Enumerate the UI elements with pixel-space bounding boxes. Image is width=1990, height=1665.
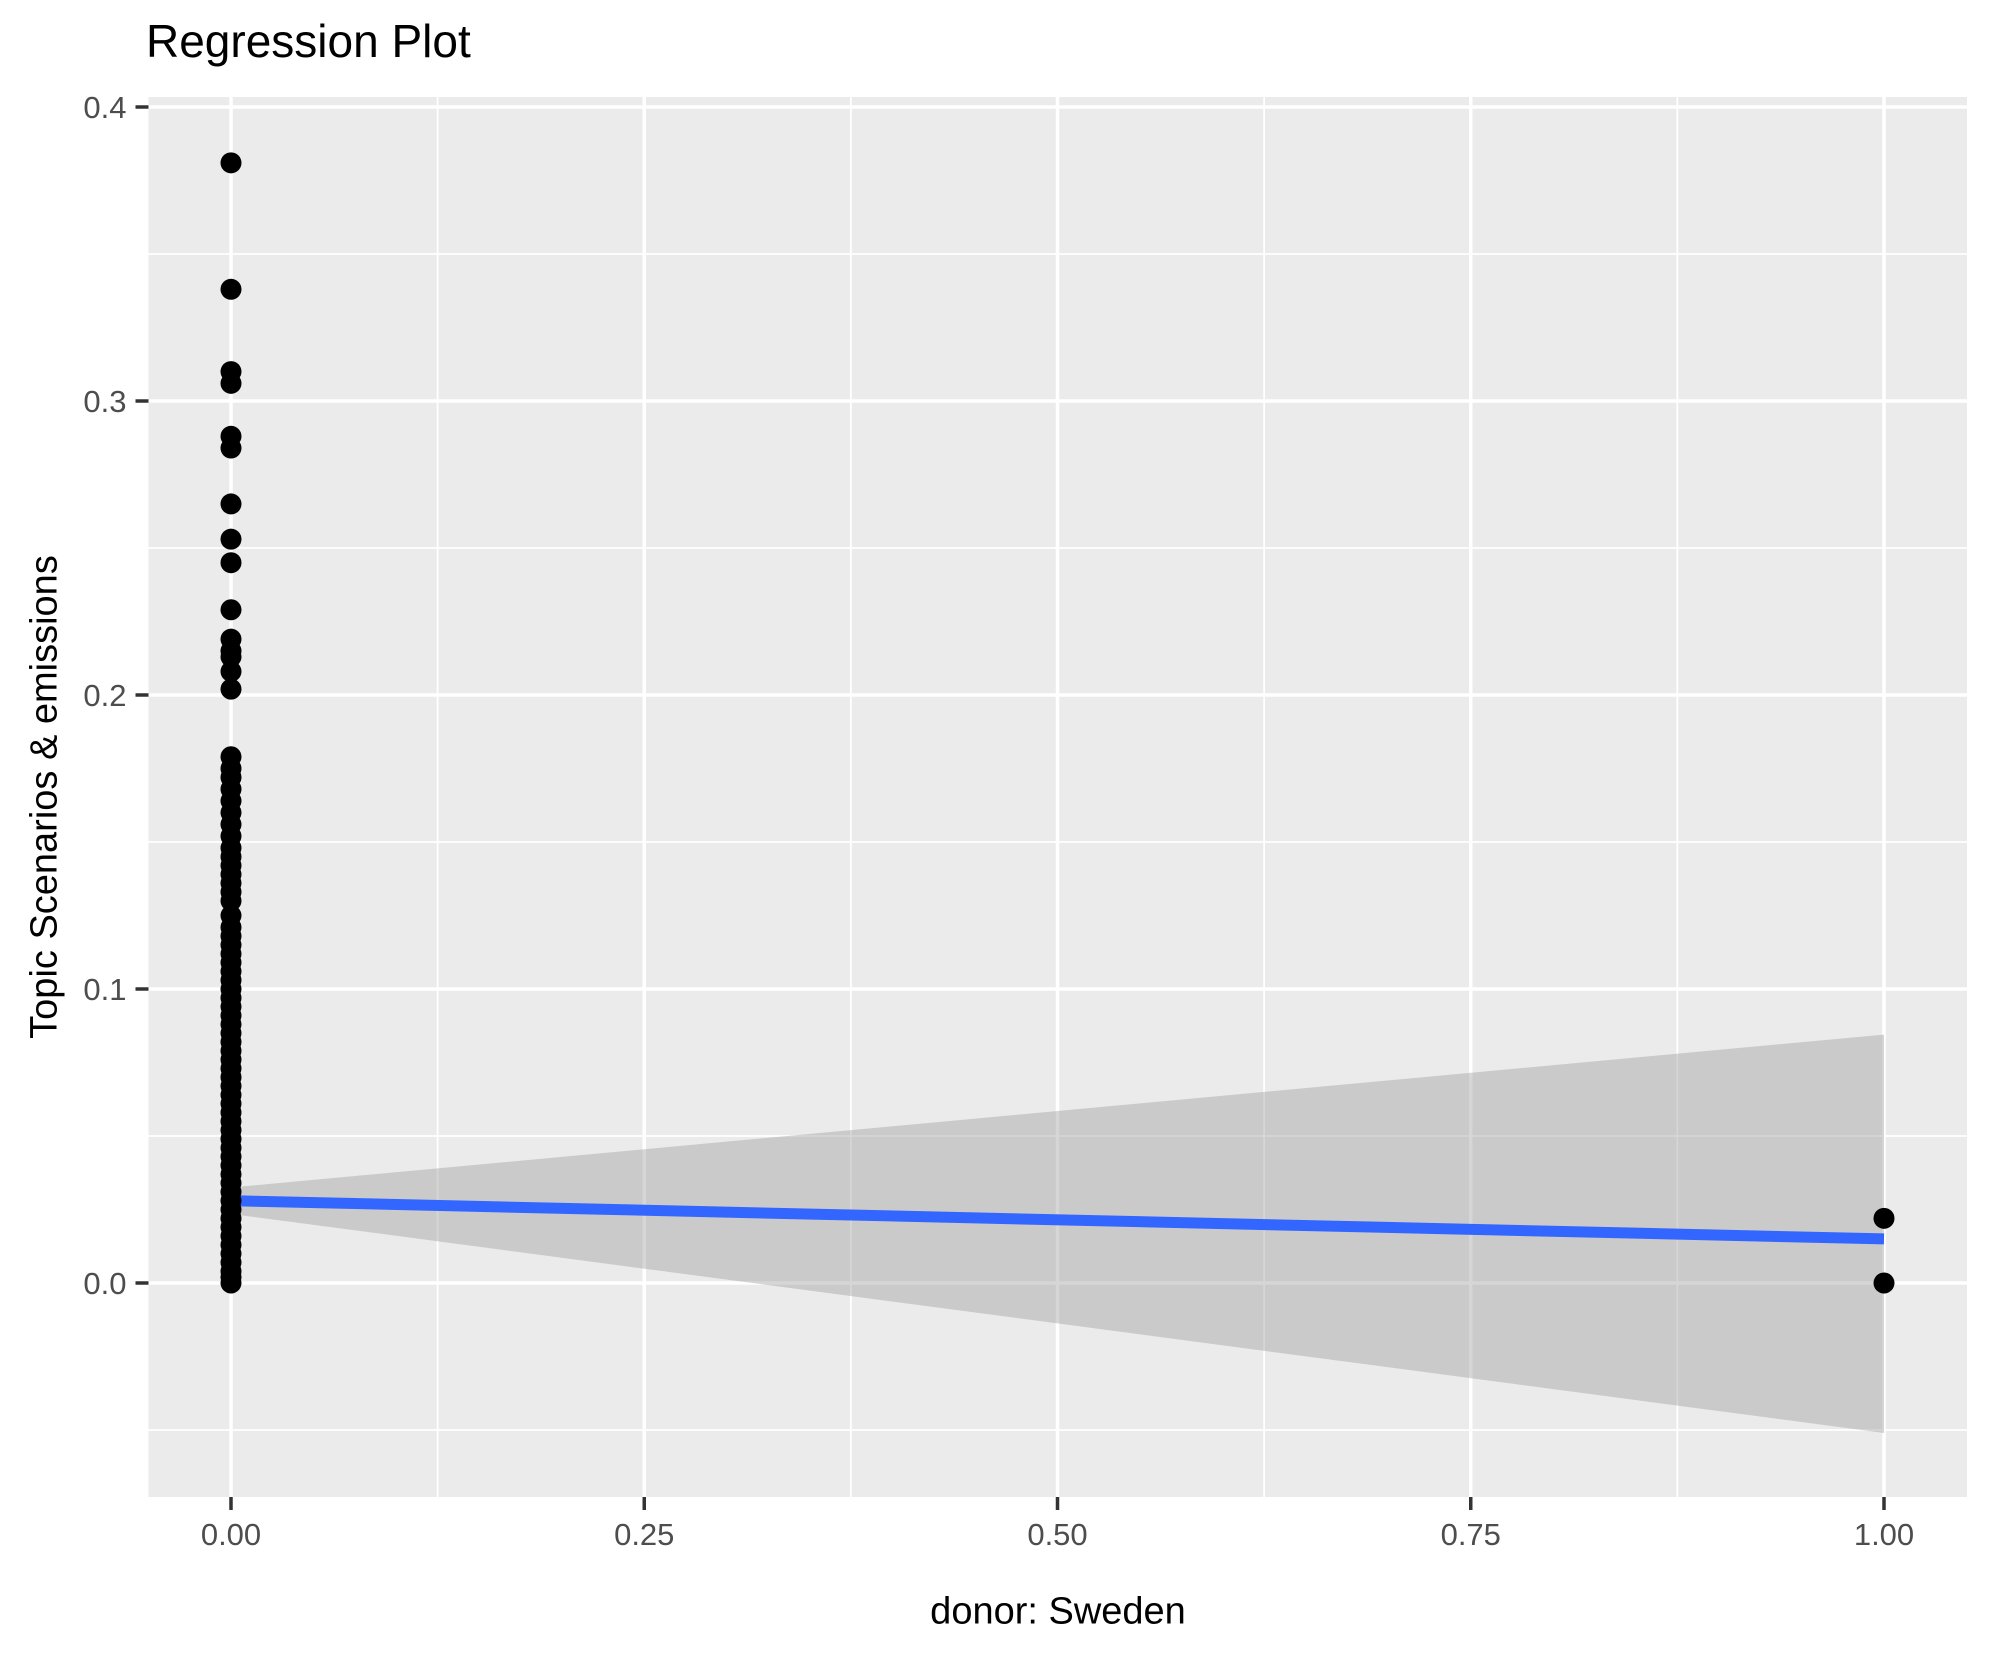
data-point <box>1873 1207 1895 1229</box>
confidence-band <box>231 1034 1884 1433</box>
chart-title: Regression Plot <box>146 15 471 67</box>
y-tick-label: 0.1 <box>83 972 126 1007</box>
x-tick-label: 0.25 <box>614 1517 674 1552</box>
data-point <box>220 528 242 550</box>
x-tick-label: 1.00 <box>1854 1517 1914 1552</box>
data-point <box>220 678 242 700</box>
y-tick-label: 0.0 <box>83 1266 126 1301</box>
data-point <box>220 437 242 459</box>
data-point <box>220 278 242 300</box>
data-point <box>220 552 242 574</box>
data-point <box>220 646 242 668</box>
y-tick-label: 0.4 <box>83 90 126 125</box>
x-axis-label: donor: Sweden <box>930 1590 1186 1633</box>
data-point <box>220 890 242 912</box>
data-point <box>1873 1272 1895 1294</box>
data-point <box>220 1272 242 1294</box>
regression-line <box>230 1195 1885 1245</box>
x-tick-label: 0.50 <box>1027 1517 1087 1552</box>
data-point <box>220 660 242 682</box>
x-tick-label: 0.75 <box>1441 1517 1501 1552</box>
y-tick-label: 0.2 <box>83 678 126 713</box>
data-point <box>220 599 242 621</box>
x-tick-label: 0.00 <box>201 1517 261 1552</box>
data-point <box>220 372 242 394</box>
y-tick-label: 0.3 <box>83 384 126 419</box>
data-point <box>220 493 242 515</box>
data-point <box>220 152 242 174</box>
